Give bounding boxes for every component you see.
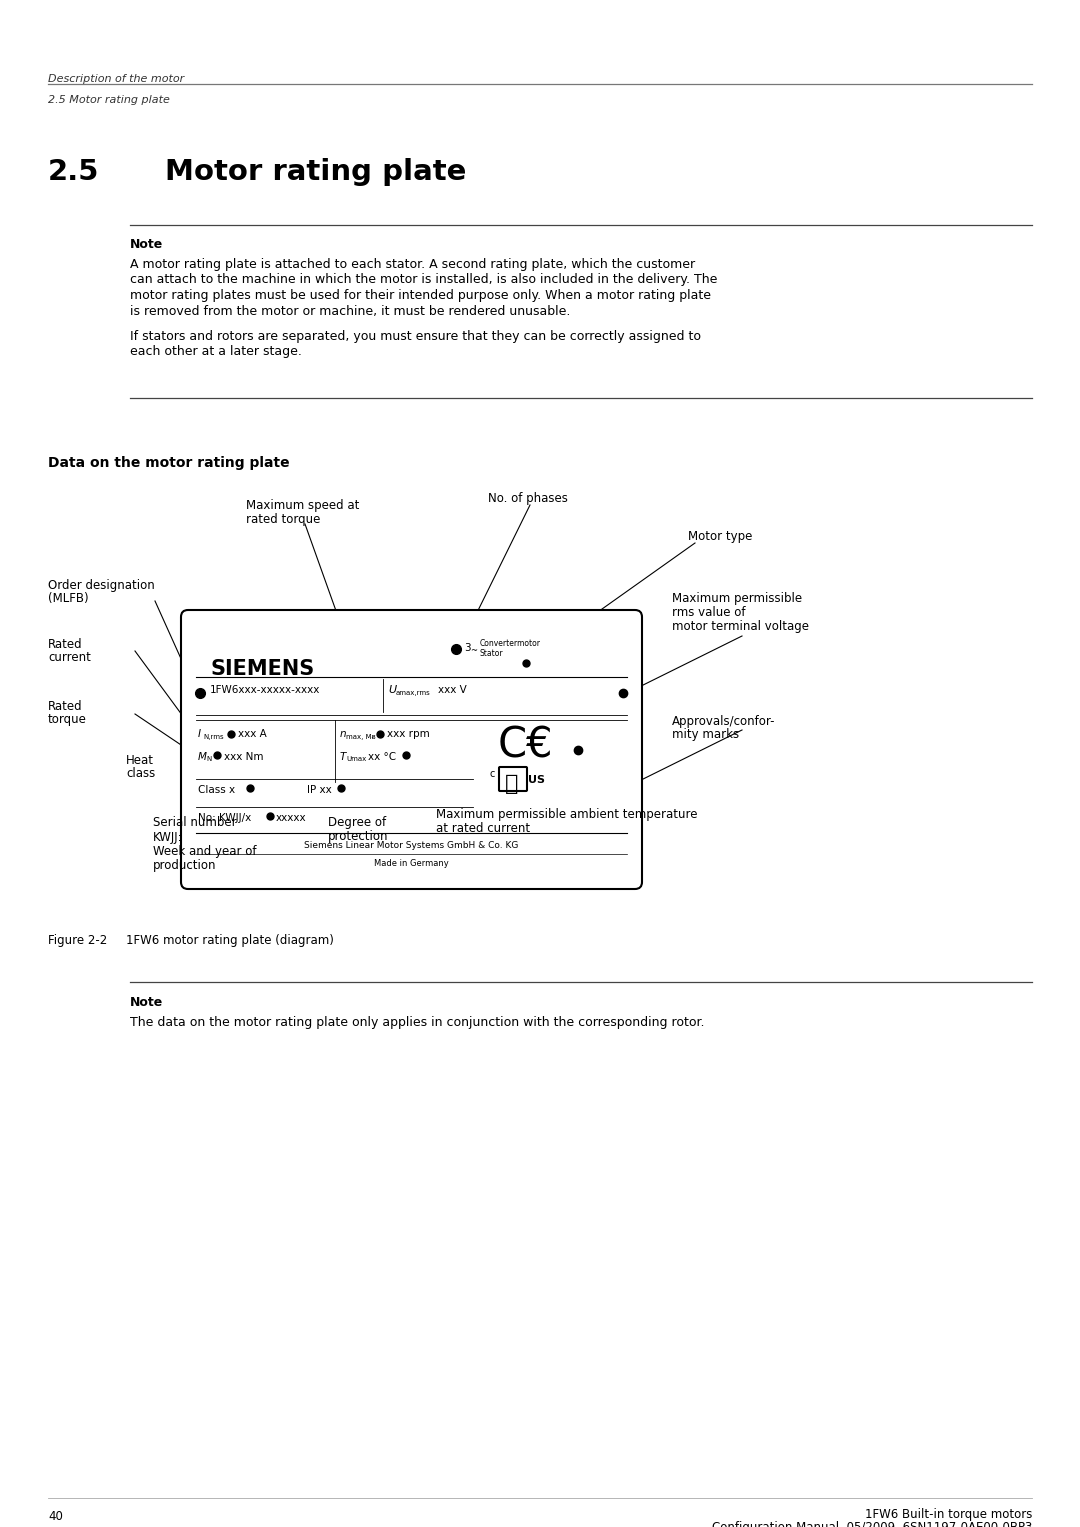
Text: at rated current: at rated current <box>436 822 530 835</box>
Text: C€: C€ <box>498 725 554 767</box>
Text: xxx Nm: xxx Nm <box>224 751 264 762</box>
Text: N,rms: N,rms <box>203 734 224 741</box>
Text: T: T <box>340 751 347 762</box>
Text: Umax: Umax <box>346 756 366 762</box>
Text: If stators and rotors are separated, you must ensure that they can be correctly : If stators and rotors are separated, you… <box>130 330 701 344</box>
Text: I: I <box>198 728 201 739</box>
Text: A motor rating plate is attached to each stator. A second rating plate, which th: A motor rating plate is attached to each… <box>130 258 696 270</box>
Text: SIEMENS: SIEMENS <box>210 660 314 680</box>
Text: US: US <box>528 776 545 785</box>
Text: current: current <box>48 651 91 664</box>
Text: class: class <box>126 767 156 780</box>
Text: Rated: Rated <box>48 699 83 713</box>
Text: torque: torque <box>48 713 86 725</box>
Text: n: n <box>340 728 347 739</box>
Text: Figure 2-2     1FW6 motor rating plate (diagram): Figure 2-2 1FW6 motor rating plate (diag… <box>48 935 334 947</box>
Text: production: production <box>153 860 216 872</box>
Text: Motor rating plate: Motor rating plate <box>165 157 467 186</box>
Text: Ⓡ: Ⓡ <box>505 774 518 794</box>
Text: U: U <box>388 686 396 695</box>
Text: Siemens Linear Motor Systems GmbH & Co. KG: Siemens Linear Motor Systems GmbH & Co. … <box>305 841 518 851</box>
Text: xxx A: xxx A <box>238 728 267 739</box>
Text: Convertermotor: Convertermotor <box>480 638 541 647</box>
Text: rms value of: rms value of <box>672 606 745 618</box>
Text: No. of phases: No. of phases <box>488 492 568 505</box>
FancyBboxPatch shape <box>181 609 642 889</box>
Text: is removed from the motor or machine, it must be rendered unusable.: is removed from the motor or machine, it… <box>130 304 570 318</box>
Text: M: M <box>198 751 207 762</box>
Text: 2.5: 2.5 <box>48 157 99 186</box>
Text: Maximum permissible: Maximum permissible <box>672 592 802 605</box>
Text: Serial number: Serial number <box>153 815 237 829</box>
Text: xx °C: xx °C <box>368 751 396 762</box>
Text: Configuration Manual, 05/2009, 6SN1197-0AE00-0BP3: Configuration Manual, 05/2009, 6SN1197-0… <box>712 1521 1032 1527</box>
Text: 1FW6xxx-xxxxx-xxxx: 1FW6xxx-xxxxx-xxxx <box>210 686 321 695</box>
Text: Heat: Heat <box>126 754 154 767</box>
Text: No: KWJJ/x: No: KWJJ/x <box>198 812 252 823</box>
Text: max, Mᴃ: max, Mᴃ <box>346 734 376 741</box>
Text: KWJJ:: KWJJ: <box>153 831 183 844</box>
Text: Made in Germany: Made in Germany <box>374 860 449 867</box>
Text: amax,rms: amax,rms <box>396 690 431 696</box>
Text: Week and year of: Week and year of <box>153 844 257 858</box>
Text: Motor type: Motor type <box>688 530 753 544</box>
Text: Maximum permissible ambient temperature: Maximum permissible ambient temperature <box>436 808 698 822</box>
Text: rated torque: rated torque <box>246 513 321 525</box>
Text: 40: 40 <box>48 1510 63 1522</box>
Text: Note: Note <box>130 996 163 1009</box>
Text: The data on the motor rating plate only applies in conjunction with the correspo: The data on the motor rating plate only … <box>130 1015 704 1029</box>
Text: xxx V: xxx V <box>438 686 467 695</box>
Text: each other at a later stage.: each other at a later stage. <box>130 345 302 359</box>
Text: Note: Note <box>130 238 163 250</box>
Text: N: N <box>206 756 212 762</box>
Text: Maximum speed at: Maximum speed at <box>246 499 360 512</box>
Text: xxxxx: xxxxx <box>276 812 307 823</box>
Text: protection: protection <box>328 831 389 843</box>
FancyBboxPatch shape <box>499 767 527 791</box>
Text: can attach to the machine in which the motor is installed, is also included in t: can attach to the machine in which the m… <box>130 273 717 287</box>
Text: Rated: Rated <box>48 638 83 651</box>
Text: motor rating plates must be used for their intended purpose only. When a motor r: motor rating plates must be used for the… <box>130 289 711 302</box>
Text: Stator: Stator <box>480 649 503 658</box>
Text: ~: ~ <box>470 646 477 655</box>
Text: Description of the motor: Description of the motor <box>48 73 185 84</box>
Text: Class x: Class x <box>198 785 235 796</box>
Text: IP xx: IP xx <box>307 785 332 796</box>
Text: mity marks: mity marks <box>672 728 739 741</box>
Text: xxx rpm: xxx rpm <box>387 728 430 739</box>
Text: 3: 3 <box>464 643 471 654</box>
Text: 2.5 Motor rating plate: 2.5 Motor rating plate <box>48 95 170 105</box>
Text: Degree of: Degree of <box>328 815 387 829</box>
Text: motor terminal voltage: motor terminal voltage <box>672 620 809 634</box>
Text: Data on the motor rating plate: Data on the motor rating plate <box>48 457 289 470</box>
Text: 1FW6 Built-in torque motors: 1FW6 Built-in torque motors <box>865 1509 1032 1521</box>
Text: Order designation: Order designation <box>48 579 154 592</box>
Text: (MLFB): (MLFB) <box>48 592 89 605</box>
Text: Approvals/confor-: Approvals/confor- <box>672 715 775 728</box>
Text: c: c <box>490 770 496 779</box>
